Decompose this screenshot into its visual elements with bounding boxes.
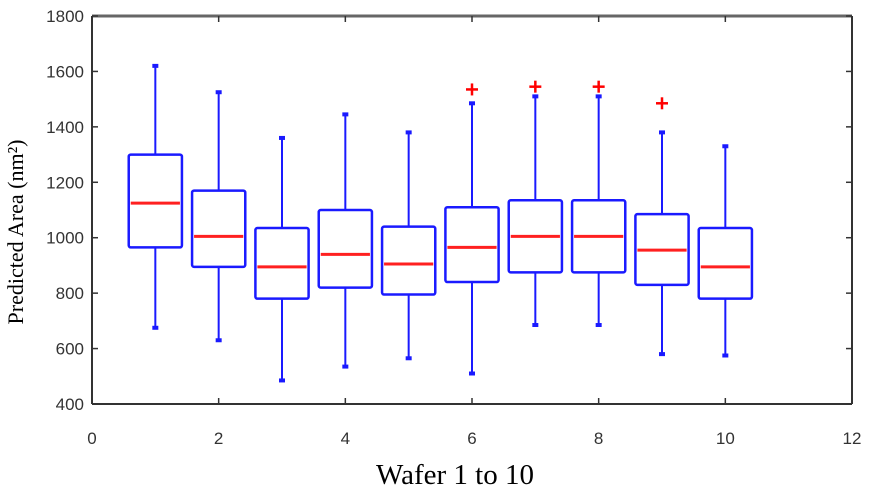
x-tick-label: 10 (716, 429, 735, 448)
outlier-marker (466, 83, 478, 96)
box-wafer-1 (127, 63, 184, 330)
ticks-layer: 0 2 4 6 8 10 12 400 600 800 1000 1200 1400 1600 1800 (46, 7, 861, 448)
outlier-marker (592, 80, 605, 93)
y-tick-label: 1400 (46, 118, 84, 137)
iqr-box (127, 153, 184, 249)
x-tick-label: 2 (214, 429, 223, 448)
box-wafer-9 (634, 97, 690, 357)
iqr-box (507, 199, 564, 274)
box-wafer-4 (317, 112, 374, 369)
x-tick-label: 8 (594, 429, 603, 448)
iqr-box (444, 205, 500, 284)
y-tick-label: 1200 (46, 173, 84, 192)
y-tick-label: 400 (56, 395, 84, 414)
iqr-box (317, 208, 374, 289)
box-wafer-10 (697, 144, 754, 358)
x-tick-label: 12 (843, 429, 862, 448)
x-axis-title: Wafer 1 to 10 (376, 459, 534, 491)
iqr-box (190, 189, 247, 269)
x-tick-label: 4 (341, 429, 350, 448)
x-tick-label: 0 (87, 429, 96, 448)
iqr-box (380, 225, 437, 296)
y-tick-label: 1000 (46, 229, 84, 248)
outlier-marker (656, 97, 668, 110)
iqr-box (254, 226, 310, 300)
y-tick-label: 1800 (46, 7, 84, 26)
box-wafer-3 (254, 135, 310, 383)
iqr-box (697, 226, 754, 300)
boxes-layer (127, 63, 754, 383)
outlier-marker (529, 80, 542, 93)
y-tick-label: 1600 (46, 62, 84, 81)
box-wafer-8 (570, 80, 627, 328)
y-axis-title: Predicted Area (nm²) (3, 140, 28, 325)
y-tick-label: 800 (56, 284, 84, 303)
y-tick-label: 600 (56, 340, 84, 359)
box-wafer-7 (507, 80, 564, 328)
box-wafer-5 (380, 130, 437, 361)
iqr-box (634, 212, 690, 287)
iqr-box (570, 199, 627, 274)
x-tick-label: 6 (467, 429, 476, 448)
box-wafer-2 (190, 90, 247, 343)
box-wafer-6 (444, 83, 500, 376)
